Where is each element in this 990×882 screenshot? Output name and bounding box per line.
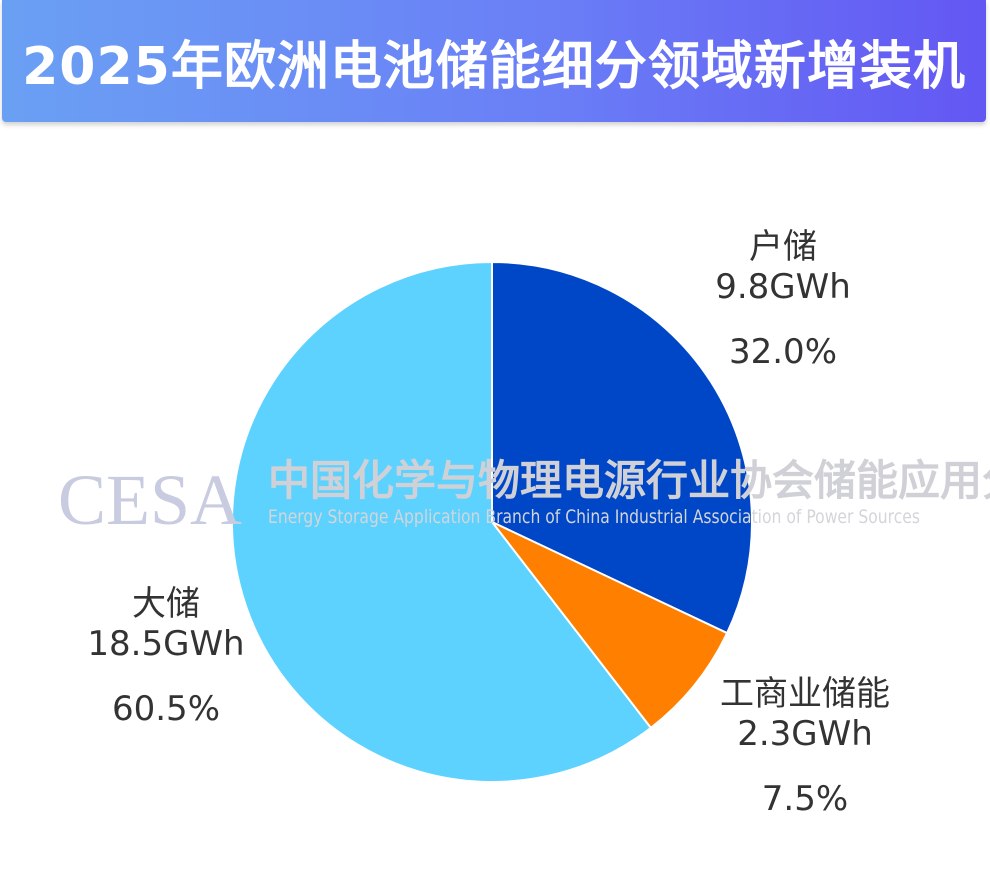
watermark-logo: CESA bbox=[58, 460, 242, 540]
slice-value-0: 9.8GWh bbox=[715, 267, 851, 307]
pie-slices bbox=[231, 260, 753, 783]
slice-name-1: 工商业储能 bbox=[720, 674, 890, 714]
pie-slice-1 bbox=[491, 521, 729, 730]
slice-name-0: 户储 bbox=[749, 227, 817, 267]
slice-name-2: 大储 bbox=[132, 584, 200, 624]
slice-percent-2: 60.5% bbox=[112, 689, 220, 729]
slice-value-1: 2.3GWh bbox=[737, 714, 873, 754]
title-bar: 2025年欧洲电池储能细分领域新增装机 bbox=[2, 0, 986, 122]
pie-slice-0 bbox=[491, 260, 753, 635]
watermark: CESA 中国化学与物理电源行业协会储能应用分会 Energy Storage … bbox=[58, 456, 990, 540]
slice-percent-1: 7.5% bbox=[762, 779, 848, 819]
pie-slice-2 bbox=[231, 260, 653, 783]
slice-value-2: 18.5GWh bbox=[87, 624, 244, 664]
watermark-cn: 中国化学与物理电源行业协会储能应用分会 bbox=[268, 456, 990, 505]
slice-percent-0: 32.0% bbox=[729, 332, 837, 372]
watermark-en: Energy Storage Application Branch of Chi… bbox=[268, 506, 920, 528]
chart-title: 2025年欧洲电池储能细分领域新增装机 bbox=[22, 36, 966, 97]
